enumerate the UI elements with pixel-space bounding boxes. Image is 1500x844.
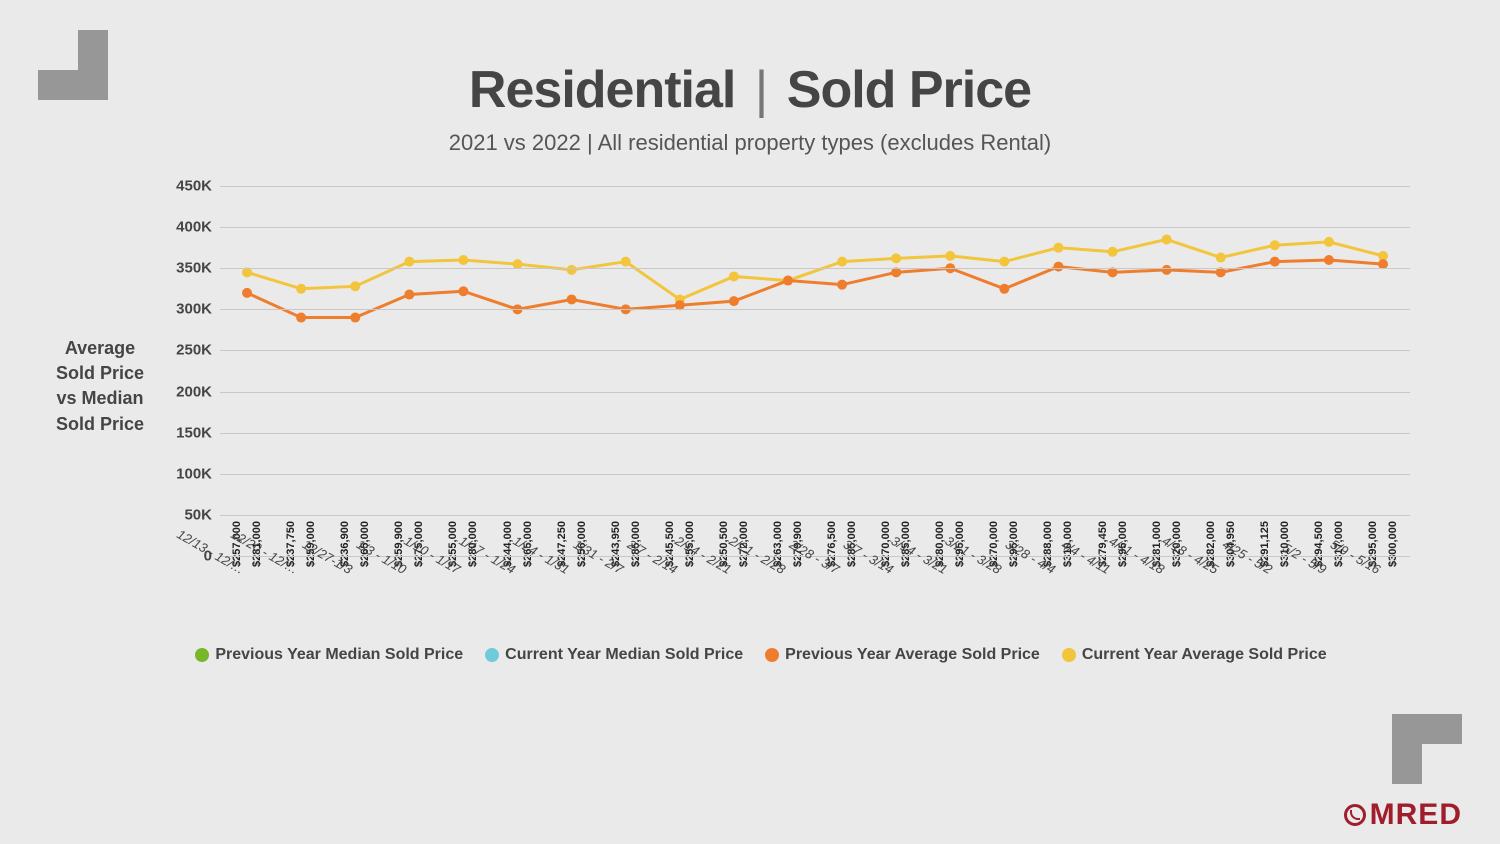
gridline [220, 186, 1410, 187]
mred-logo-text: MRED [1370, 798, 1462, 832]
ytick-label: 350K [176, 260, 212, 277]
bars-container: $257,000$281,000$237,750$259,000$236,900… [220, 186, 1410, 556]
legend-swatch [1062, 648, 1076, 662]
title-divider: | [755, 61, 768, 119]
legend-swatch [765, 648, 779, 662]
ytick-label: 150K [176, 424, 212, 441]
ytick-label: 450K [176, 178, 212, 195]
gridline [220, 350, 1410, 351]
legend-swatch [195, 648, 209, 662]
title-right: Sold Price [787, 61, 1031, 119]
page-title: Residential | Sold Price [0, 60, 1500, 120]
xtick-label: 1/31 - 2/7 [599, 556, 653, 636]
xtick-label: 3/7 - 3/14 [869, 556, 923, 636]
xtick-label: 4/25 - 5/2 [1248, 556, 1302, 636]
page-subtitle: 2021 vs 2022 | All residential property … [0, 130, 1500, 156]
legend-label: Previous Year Median Sold Price [215, 646, 463, 663]
ytick-label: 200K [176, 383, 212, 400]
gridline [220, 392, 1410, 393]
gridline [220, 227, 1410, 228]
ytick-label: 250K [176, 342, 212, 359]
mred-logo-icon [1344, 804, 1366, 826]
xtick-label: 4/18 - 4/25 [1194, 556, 1248, 636]
legend-swatch [485, 648, 499, 662]
xtick-label: 2/14 - 2/21 [707, 556, 761, 636]
yaxis-title: Average Sold Price vs Median Sold Price [50, 336, 150, 437]
corner-bracket-top-left [38, 30, 108, 100]
legend-label: Previous Year Average Sold Price [785, 646, 1040, 663]
corner-bracket-bottom-right [1392, 714, 1462, 784]
ytick-label: 400K [176, 219, 212, 236]
xtick-label: 2/7 - 2/14 [653, 556, 707, 636]
xtick-label: 5/2 - 5/9 [1302, 556, 1356, 636]
xtick-label: 2/21 - 2/28 [761, 556, 815, 636]
xtick-label: 12/20 - 12/… [274, 556, 328, 636]
legend-label: Current Year Average Sold Price [1082, 646, 1327, 663]
xtick-label: 3/21 - 3/28 [977, 556, 1031, 636]
title-left: Residential [469, 61, 735, 119]
xtick-label: 5/9 - 5/16 [1356, 556, 1410, 636]
xtick-label: 12/27-1/3 [328, 556, 382, 636]
chart-legend: Previous Year Median Sold Price Current Y… [0, 646, 1500, 664]
ytick-label: 300K [176, 301, 212, 318]
mred-logo: MRED [1344, 798, 1462, 832]
sold-price-chart: Average Sold Price vs Median Sold Price … [170, 186, 1410, 636]
xtick-label: 2/28 - 3/7 [815, 556, 869, 636]
gridline [220, 474, 1410, 475]
xaxis-labels: 12/13 - 12/…12/20 - 12/…12/27-1/31/3 - 1… [220, 556, 1410, 636]
xtick-label: 4/11 - 4/18 [1140, 556, 1194, 636]
gridline [220, 309, 1410, 310]
xtick-label: 1/24 - 1/31 [545, 556, 599, 636]
ytick-label: 100K [176, 465, 212, 482]
xtick-label: 1/10 - 1/17 [436, 556, 490, 636]
plot-area: $257,000$281,000$237,750$259,000$236,900… [220, 186, 1410, 556]
xtick-label: 3/28 - 4/4 [1031, 556, 1085, 636]
ytick-label: 50K [184, 506, 212, 523]
legend-label: Current Year Median Sold Price [505, 646, 743, 663]
xtick-label: 1/3 - 1/10 [382, 556, 436, 636]
xtick-label: 4/4 - 4/11 [1086, 556, 1140, 636]
xtick-label: 3/14 - 3/21 [923, 556, 977, 636]
gridline [220, 515, 1410, 516]
xtick-label: 12/13 - 12/… [220, 556, 274, 636]
xtick-label: 1/17 - 1/24 [490, 556, 544, 636]
gridline [220, 268, 1410, 269]
gridline [220, 433, 1410, 434]
